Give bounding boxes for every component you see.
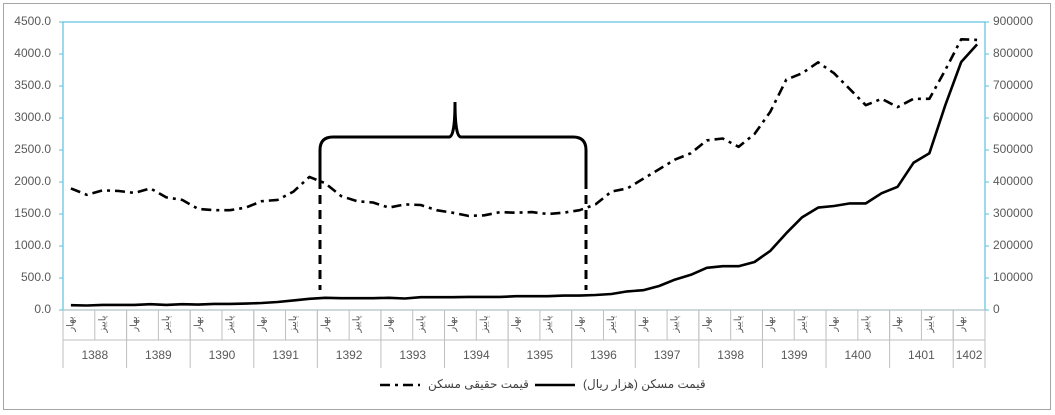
x-tick-label: بهار xyxy=(892,316,903,332)
year-label: 1389 xyxy=(145,348,172,362)
year-label: 1399 xyxy=(781,348,808,362)
legend-label: قیمت حقیقی مسکن xyxy=(428,377,529,392)
x-tick-label: بهار xyxy=(701,316,712,332)
year-label: 1393 xyxy=(399,348,426,362)
x-tick-label: بهار xyxy=(447,316,458,332)
year-label: 1397 xyxy=(654,348,681,362)
x-tick-label: بهار xyxy=(193,316,204,332)
x-tick-label: پاییز xyxy=(225,315,236,333)
y2-tick-label: 0 xyxy=(993,302,1000,316)
y-tick-label: 3500.0 xyxy=(14,78,51,92)
year-label: 1398 xyxy=(717,348,744,362)
x-tick-label: پاییز xyxy=(288,315,299,333)
y-tick-label: 4000.0 xyxy=(14,46,51,60)
y-tick-label: 1500.0 xyxy=(14,206,51,220)
legend-label: قیمت مسکن (هزار ریال) xyxy=(583,377,706,392)
y-tick-label: 1000.0 xyxy=(14,238,51,252)
year-label: 1400 xyxy=(844,348,871,362)
x-tick-label: بهار xyxy=(638,316,649,332)
x-tick-label: پاییز xyxy=(415,315,426,333)
year-label: 1390 xyxy=(209,348,236,362)
x-tick-label: بهار xyxy=(320,316,331,332)
x-tick-label: بهار xyxy=(574,316,585,332)
y2-tick-label: 900000 xyxy=(993,14,1033,28)
x-tick-label: بهار xyxy=(256,316,267,332)
x-tick-label: پاییز xyxy=(479,315,490,333)
year-label: 1402 xyxy=(956,348,983,362)
y-tick-label: 500.0 xyxy=(21,270,51,284)
x-tick-label: پاییز xyxy=(860,315,871,333)
y2-tick-label: 800000 xyxy=(993,46,1033,60)
y-tick-label: 0.0 xyxy=(34,302,51,316)
x-tick-label: پاییز xyxy=(733,315,744,333)
y2-tick-label: 100000 xyxy=(993,270,1033,284)
x-tick-label: بهار xyxy=(129,316,140,332)
year-label: 1388 xyxy=(81,348,108,362)
year-label: 1396 xyxy=(590,348,617,362)
x-tick-label: بهار xyxy=(765,316,776,332)
line-series xyxy=(70,38,978,218)
x-tick-label: بهار xyxy=(511,316,522,332)
x-tick-label: بهار xyxy=(66,316,77,332)
year-label: 1394 xyxy=(463,348,490,362)
y-tick-label: 2000.0 xyxy=(14,174,51,188)
bracket-gap xyxy=(316,180,324,292)
chart-frame xyxy=(3,3,1051,410)
year-label: 1395 xyxy=(527,348,554,362)
year-label: 1401 xyxy=(908,348,935,362)
x-tick-label: پاییز xyxy=(924,315,935,333)
y2-tick-label: 700000 xyxy=(993,78,1033,92)
x-tick-label: پاییز xyxy=(352,315,363,333)
x-tick-label: بهار xyxy=(956,316,967,332)
y2-tick-label: 200000 xyxy=(993,238,1033,252)
y2-tick-label: 500000 xyxy=(993,142,1033,156)
x-tick-label: بهار xyxy=(829,316,840,332)
x-tick-label: پاییز xyxy=(606,315,617,333)
year-label: 1391 xyxy=(272,348,299,362)
x-tick-label: پاییز xyxy=(797,315,808,333)
y-tick-label: 4500.0 xyxy=(14,14,51,28)
x-tick-label: پاییز xyxy=(542,315,553,333)
y2-tick-label: 400000 xyxy=(993,174,1033,188)
year-label: 1392 xyxy=(336,348,363,362)
x-tick-label: پاییز xyxy=(161,315,172,333)
bracket-gap xyxy=(582,180,590,292)
bracket xyxy=(318,101,588,290)
y-tick-label: 2500.0 xyxy=(14,142,51,156)
x-tick-label: پاییز xyxy=(670,315,681,333)
x-tick-label: بهار xyxy=(384,316,395,332)
line-series xyxy=(70,43,979,307)
y2-tick-label: 300000 xyxy=(993,206,1033,220)
y2-tick-label: 600000 xyxy=(993,110,1033,124)
x-tick-label: پاییز xyxy=(97,315,108,333)
y-tick-label: 3000.0 xyxy=(14,110,51,124)
